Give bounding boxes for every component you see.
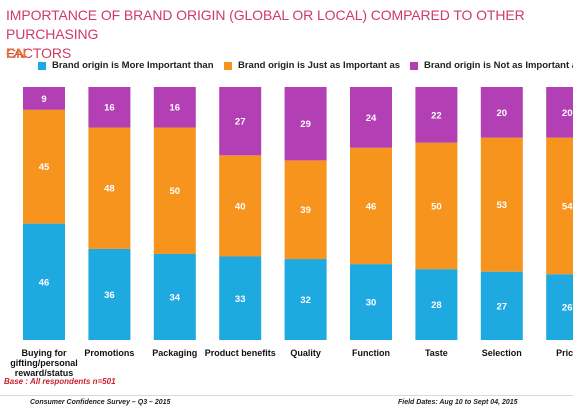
data-label-less: 20	[562, 108, 573, 119]
bar-segment-less	[88, 87, 131, 128]
bar-segment-more	[219, 256, 262, 340]
legend-item-same: Brand origin is Just as Important as	[224, 60, 400, 71]
data-label-same: 54	[562, 201, 573, 212]
data-label-same: 45	[39, 162, 50, 173]
bar-segment-less	[219, 87, 262, 156]
bar-segment-more	[153, 253, 196, 340]
data-label-more: 34	[170, 292, 181, 303]
data-label-same: 50	[431, 201, 442, 212]
field-dates: Field Dates: Aug 10 to Sept 04, 2015	[398, 399, 518, 406]
data-label-less: 20	[497, 108, 508, 119]
bar-segment-less	[480, 87, 523, 138]
legend: Brand origin is More Important than Bran…	[0, 60, 573, 74]
category-label: Function	[352, 348, 390, 358]
data-label-less: 16	[104, 103, 115, 114]
data-label-less: 27	[235, 117, 246, 128]
bar-segment-same	[546, 137, 573, 275]
data-label-more: 33	[235, 294, 246, 305]
data-label-same: 50	[170, 186, 181, 197]
data-label-same: 39	[300, 205, 311, 216]
bar-segment-more	[350, 264, 392, 340]
bar-segment-more	[480, 271, 523, 340]
category-label: Promotions	[84, 348, 134, 358]
data-label-more: 27	[497, 301, 508, 312]
category-label: Product benefits	[205, 348, 276, 358]
bar-segment-same	[88, 127, 131, 249]
base-note: Base : All respondents n=501	[4, 377, 116, 386]
bar-segment-same	[415, 142, 458, 270]
data-label-less: 22	[431, 110, 442, 121]
legend-swatch-same	[224, 61, 232, 70]
category-label: Selection	[482, 348, 522, 358]
legend-label-more: Brand origin is More Important than	[52, 60, 214, 71]
data-label-less: 9	[41, 94, 46, 105]
category-label: Taste	[425, 348, 448, 358]
bar-segment-more	[88, 248, 131, 340]
data-label-less: 24	[366, 113, 377, 124]
bar-segment-more	[546, 274, 573, 340]
legend-item-more: Brand origin is More Important than	[38, 60, 214, 71]
category-label: Packaging	[152, 348, 197, 358]
legend-swatch-less	[410, 61, 418, 70]
data-label-less: 16	[170, 103, 181, 114]
stacked-bar-chart: 46 45 9 Buying for gifting/personal reward/st…	[10, 87, 573, 378]
footer-divider	[0, 395, 573, 396]
bar-segment-same	[23, 109, 65, 224]
bar-segment-less	[546, 87, 573, 138]
legend-label-same: Brand origin is Just as Important as	[238, 60, 401, 71]
data-label-same: 40	[235, 201, 246, 212]
bar-segment-same	[480, 137, 523, 272]
category-label: Price	[556, 348, 573, 358]
bar-segment-same	[153, 127, 196, 254]
category-label: Buying for gifting/personal reward/status	[10, 348, 78, 378]
data-label-same: 46	[366, 201, 377, 212]
chart-title: IMPORTANCE OF BRAND ORIGIN (GLOBAL OR LO…	[6, 7, 525, 61]
bar-segment-same	[219, 155, 262, 257]
data-label-same: 53	[497, 200, 508, 211]
bar-segment-less	[415, 87, 458, 143]
data-label-same: 48	[104, 184, 115, 195]
data-label-more: 46	[39, 277, 50, 288]
data-label-more: 26	[562, 303, 573, 314]
bar-segment-more	[415, 269, 458, 340]
bar-segment-same	[284, 160, 327, 260]
data-label-more: 36	[104, 290, 115, 301]
bar-segment-more	[284, 259, 327, 340]
bar-segment-less	[284, 87, 327, 161]
legend-item-less: Brand origin is Not as Important as	[410, 60, 573, 71]
bar-segment-more	[23, 223, 65, 340]
survey-name: Consumer Confidence Survey – Q3 – 2015	[30, 399, 171, 406]
data-label-more: 30	[366, 298, 377, 309]
data-label-more: 28	[431, 300, 442, 311]
legend-swatch-more	[38, 61, 46, 70]
bar-segment-less	[153, 87, 196, 128]
category-label: Quality	[290, 348, 321, 358]
bar-segment-same	[350, 147, 392, 265]
bar-segment-less	[23, 87, 65, 110]
bar-segment-less	[350, 87, 392, 148]
legend-label-less: Brand origin is Not as Important as	[424, 60, 573, 71]
data-label-more: 32	[300, 295, 311, 306]
data-label-less: 29	[300, 119, 311, 130]
market-label: CN	[6, 45, 27, 61]
